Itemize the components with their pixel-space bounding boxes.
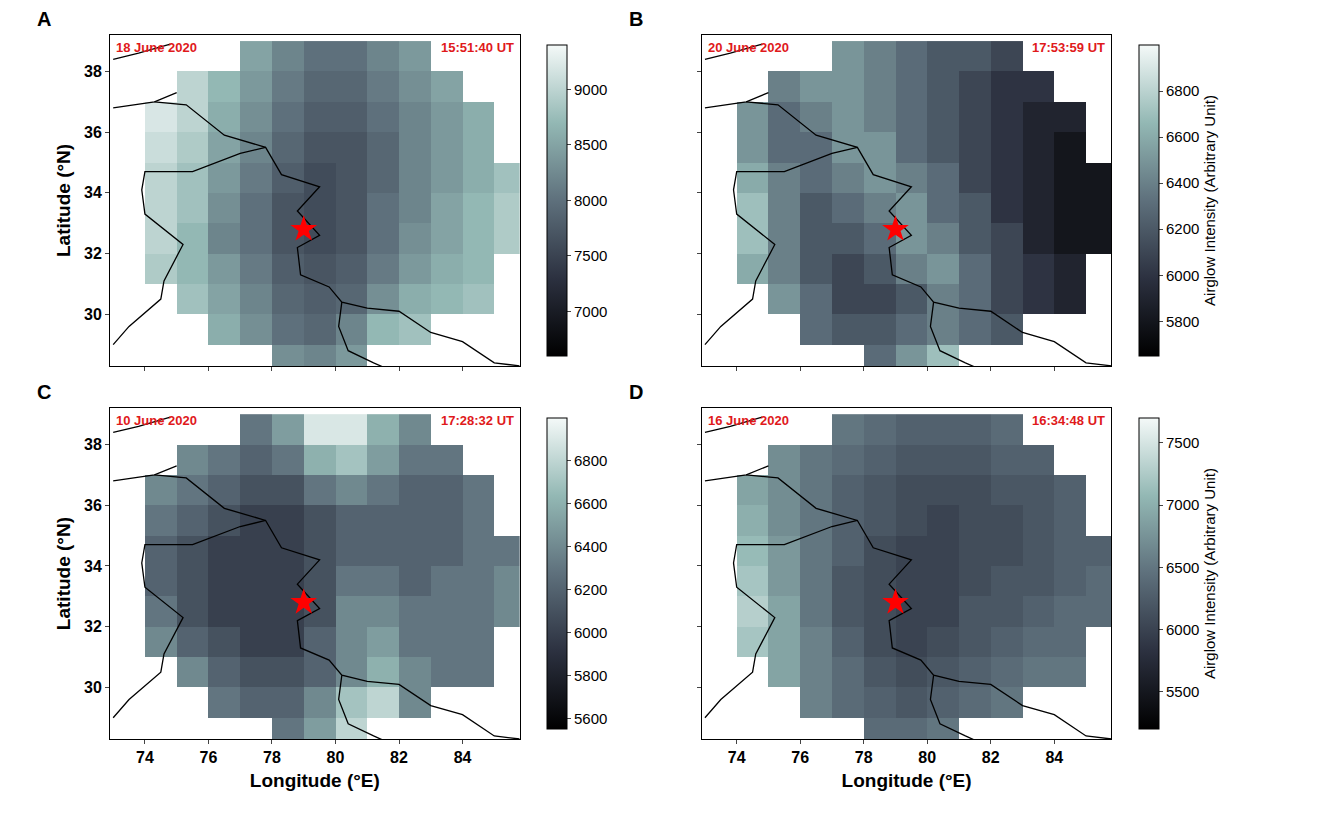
svg-text:6500: 6500 (1166, 559, 1199, 576)
svg-text:6600: 6600 (1166, 128, 1199, 145)
svg-text:B: B (629, 8, 643, 30)
svg-text:18 June 2020: 18 June 2020 (116, 40, 197, 55)
svg-text:74: 74 (136, 749, 154, 766)
svg-text:78: 78 (263, 749, 281, 766)
svg-text:Airglow Intensity (Arbitrary U: Airglow Intensity (Arbitrary Unit) (1201, 95, 1218, 306)
svg-text:38: 38 (84, 436, 102, 453)
svg-text:7500: 7500 (574, 247, 607, 264)
svg-text:6400: 6400 (1166, 174, 1199, 191)
svg-text:7500: 7500 (1166, 434, 1199, 451)
svg-text:7000: 7000 (1166, 496, 1199, 513)
svg-text:80: 80 (918, 749, 936, 766)
svg-text:6200: 6200 (574, 581, 607, 598)
svg-text:Longitude (°E): Longitude (°E) (842, 770, 972, 791)
svg-text:Longitude (°E): Longitude (°E) (250, 770, 380, 791)
svg-text:7000: 7000 (574, 303, 607, 320)
svg-text:82: 82 (390, 749, 408, 766)
svg-text:34: 34 (84, 558, 102, 575)
svg-text:Latitude (°N): Latitude (°N) (53, 144, 74, 257)
svg-text:8500: 8500 (574, 136, 607, 153)
svg-text:Airglow Intensity (Arbitrary U: Airglow Intensity (Arbitrary Unit) (1201, 468, 1218, 679)
svg-text:A: A (37, 8, 51, 30)
svg-text:30: 30 (84, 679, 102, 696)
svg-text:78: 78 (855, 749, 873, 766)
svg-text:15:51:40 UT: 15:51:40 UT (441, 40, 514, 55)
svg-text:16:34:48 UT: 16:34:48 UT (1032, 413, 1105, 428)
svg-text:36: 36 (84, 124, 102, 141)
svg-text:76: 76 (200, 749, 218, 766)
svg-text:6000: 6000 (574, 624, 607, 641)
svg-text:6000: 6000 (1166, 267, 1199, 284)
svg-text:6000: 6000 (1166, 621, 1199, 638)
svg-text:6800: 6800 (1166, 82, 1199, 99)
svg-text:6200: 6200 (1166, 220, 1199, 237)
svg-text:6600: 6600 (574, 495, 607, 512)
svg-text:5500: 5500 (1166, 683, 1199, 700)
svg-text:C: C (37, 381, 51, 403)
svg-text:6800: 6800 (574, 452, 607, 469)
svg-text:82: 82 (982, 749, 1000, 766)
svg-text:10 June 2020: 10 June 2020 (116, 413, 197, 428)
svg-text:34: 34 (84, 184, 102, 201)
svg-text:20 June 2020: 20 June 2020 (708, 40, 789, 55)
svg-text:84: 84 (1045, 749, 1063, 766)
svg-text:16 June 2020: 16 June 2020 (708, 413, 789, 428)
svg-text:76: 76 (791, 749, 809, 766)
svg-text:36: 36 (84, 497, 102, 514)
svg-text:32: 32 (84, 245, 102, 262)
svg-text:Latitude (°N): Latitude (°N) (53, 517, 74, 630)
svg-text:8000: 8000 (574, 192, 607, 209)
svg-text:D: D (629, 381, 643, 403)
svg-text:84: 84 (454, 749, 472, 766)
svg-text:17:53:59 UT: 17:53:59 UT (1032, 40, 1105, 55)
svg-text:9000: 9000 (574, 81, 607, 98)
svg-text:5800: 5800 (1166, 313, 1199, 330)
svg-text:17:28:32 UT: 17:28:32 UT (441, 413, 514, 428)
svg-text:5800: 5800 (574, 667, 607, 684)
svg-text:32: 32 (84, 618, 102, 635)
svg-text:30: 30 (84, 306, 102, 323)
svg-text:80: 80 (327, 749, 345, 766)
svg-text:6400: 6400 (574, 538, 607, 555)
svg-text:74: 74 (728, 749, 746, 766)
svg-text:5600: 5600 (574, 710, 607, 727)
svg-text:38: 38 (84, 63, 102, 80)
